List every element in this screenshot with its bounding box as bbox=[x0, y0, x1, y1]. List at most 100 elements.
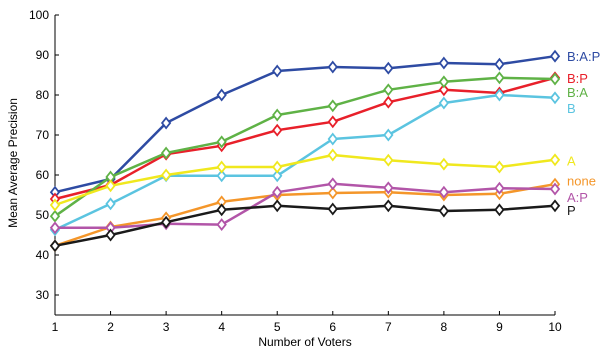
data-point bbox=[327, 177, 338, 191]
data-point bbox=[216, 169, 227, 183]
data-point bbox=[327, 148, 338, 162]
data-point bbox=[438, 185, 450, 199]
data-point bbox=[105, 197, 116, 211]
data-point bbox=[549, 182, 561, 196]
data-point bbox=[383, 153, 394, 167]
series-label-b-a: B:A bbox=[567, 85, 588, 100]
data-point bbox=[272, 169, 283, 183]
data-point bbox=[272, 108, 283, 122]
data-point bbox=[438, 75, 450, 89]
x-tick-label: 7 bbox=[385, 320, 392, 334]
data-point bbox=[494, 57, 505, 71]
series-label-p: P bbox=[567, 203, 576, 218]
x-tick-label: 3 bbox=[163, 320, 170, 334]
data-point bbox=[494, 160, 505, 174]
data-point bbox=[438, 96, 450, 110]
series-p bbox=[49, 199, 561, 253]
x-axis-title: Number of Voters bbox=[258, 335, 351, 349]
series-b-a bbox=[49, 71, 561, 223]
series-label-b: B bbox=[567, 101, 576, 116]
series-line-a bbox=[54, 153, 556, 207]
data-point bbox=[49, 198, 61, 212]
x-tick-label: 2 bbox=[107, 320, 114, 334]
data-point bbox=[216, 203, 227, 217]
data-point bbox=[160, 215, 172, 229]
x-tick-label: 1 bbox=[52, 320, 59, 334]
y-tick-label: 70 bbox=[36, 128, 50, 142]
data-point bbox=[272, 185, 283, 199]
data-point bbox=[383, 83, 394, 97]
data-point bbox=[105, 179, 116, 193]
data-point bbox=[549, 91, 561, 105]
y-axis-title: Mean Average Precision bbox=[6, 98, 20, 228]
x-tick-label: 9 bbox=[496, 320, 503, 334]
series-line-a-p bbox=[55, 182, 556, 230]
y-tick-label: 90 bbox=[36, 48, 50, 62]
series-label-none: none bbox=[567, 174, 596, 189]
data-point bbox=[160, 116, 172, 130]
data-point bbox=[494, 88, 505, 102]
data-point bbox=[327, 60, 338, 74]
data-point bbox=[160, 168, 172, 182]
data-point bbox=[327, 186, 338, 200]
data-point bbox=[105, 228, 116, 242]
axes: 1 2 3 4 5 6 7 8 9 10 30 40 50 60 70 80 90 100 bbox=[29, 8, 562, 334]
data-point bbox=[549, 153, 561, 167]
data-point bbox=[272, 160, 283, 174]
series-line-p bbox=[54, 204, 556, 248]
x-tick-label: 8 bbox=[441, 320, 448, 334]
x-tick-label: 10 bbox=[548, 320, 562, 334]
data-point bbox=[494, 181, 505, 195]
data-point bbox=[383, 199, 394, 213]
series-line-b-a-p bbox=[54, 54, 556, 194]
data-point bbox=[438, 157, 450, 171]
data-point bbox=[272, 199, 283, 213]
y-tick-label: 80 bbox=[36, 88, 50, 102]
data-point bbox=[327, 99, 338, 113]
data-point bbox=[49, 209, 61, 223]
y-tick-label: 40 bbox=[36, 248, 50, 262]
data-point bbox=[49, 221, 61, 235]
y-tick-label: 50 bbox=[36, 208, 50, 222]
series-label-b-a-p: B:A:P bbox=[567, 49, 600, 64]
y-tick-label: 30 bbox=[36, 288, 50, 302]
x-tick-label: 4 bbox=[218, 320, 225, 334]
data-point bbox=[216, 160, 227, 174]
data-point bbox=[383, 61, 394, 75]
x-tick-label: 6 bbox=[329, 320, 336, 334]
data-point bbox=[327, 132, 338, 146]
data-point bbox=[438, 56, 450, 70]
series-a bbox=[49, 148, 561, 212]
series-label-b-p: B:P bbox=[567, 71, 588, 86]
series-line-b-a bbox=[54, 76, 556, 218]
data-point bbox=[383, 95, 394, 109]
data-point bbox=[272, 64, 283, 78]
data-point bbox=[49, 239, 61, 253]
data-point bbox=[383, 181, 394, 195]
data-point bbox=[383, 128, 394, 142]
data-point bbox=[494, 71, 505, 85]
data-point bbox=[327, 115, 338, 129]
series-label-a: A bbox=[567, 154, 576, 169]
y-tick-label: 60 bbox=[36, 168, 50, 182]
series-line-none bbox=[54, 182, 556, 247]
data-point bbox=[272, 123, 283, 137]
series-b-p bbox=[49, 71, 561, 206]
data-point bbox=[549, 72, 561, 86]
series-label-a-p: A:P bbox=[567, 190, 588, 205]
data-point bbox=[216, 88, 227, 102]
data-point bbox=[549, 49, 561, 63]
data-point bbox=[438, 204, 450, 218]
series-line-b bbox=[54, 93, 556, 231]
y-tick-label: 100 bbox=[29, 8, 49, 22]
data-point bbox=[549, 199, 561, 213]
series-layer bbox=[49, 49, 561, 253]
data-point bbox=[438, 83, 450, 97]
data-point bbox=[327, 202, 338, 216]
data-point bbox=[216, 218, 227, 232]
data-point bbox=[160, 146, 172, 160]
x-tick-label: 5 bbox=[274, 320, 281, 334]
data-point bbox=[216, 135, 227, 149]
